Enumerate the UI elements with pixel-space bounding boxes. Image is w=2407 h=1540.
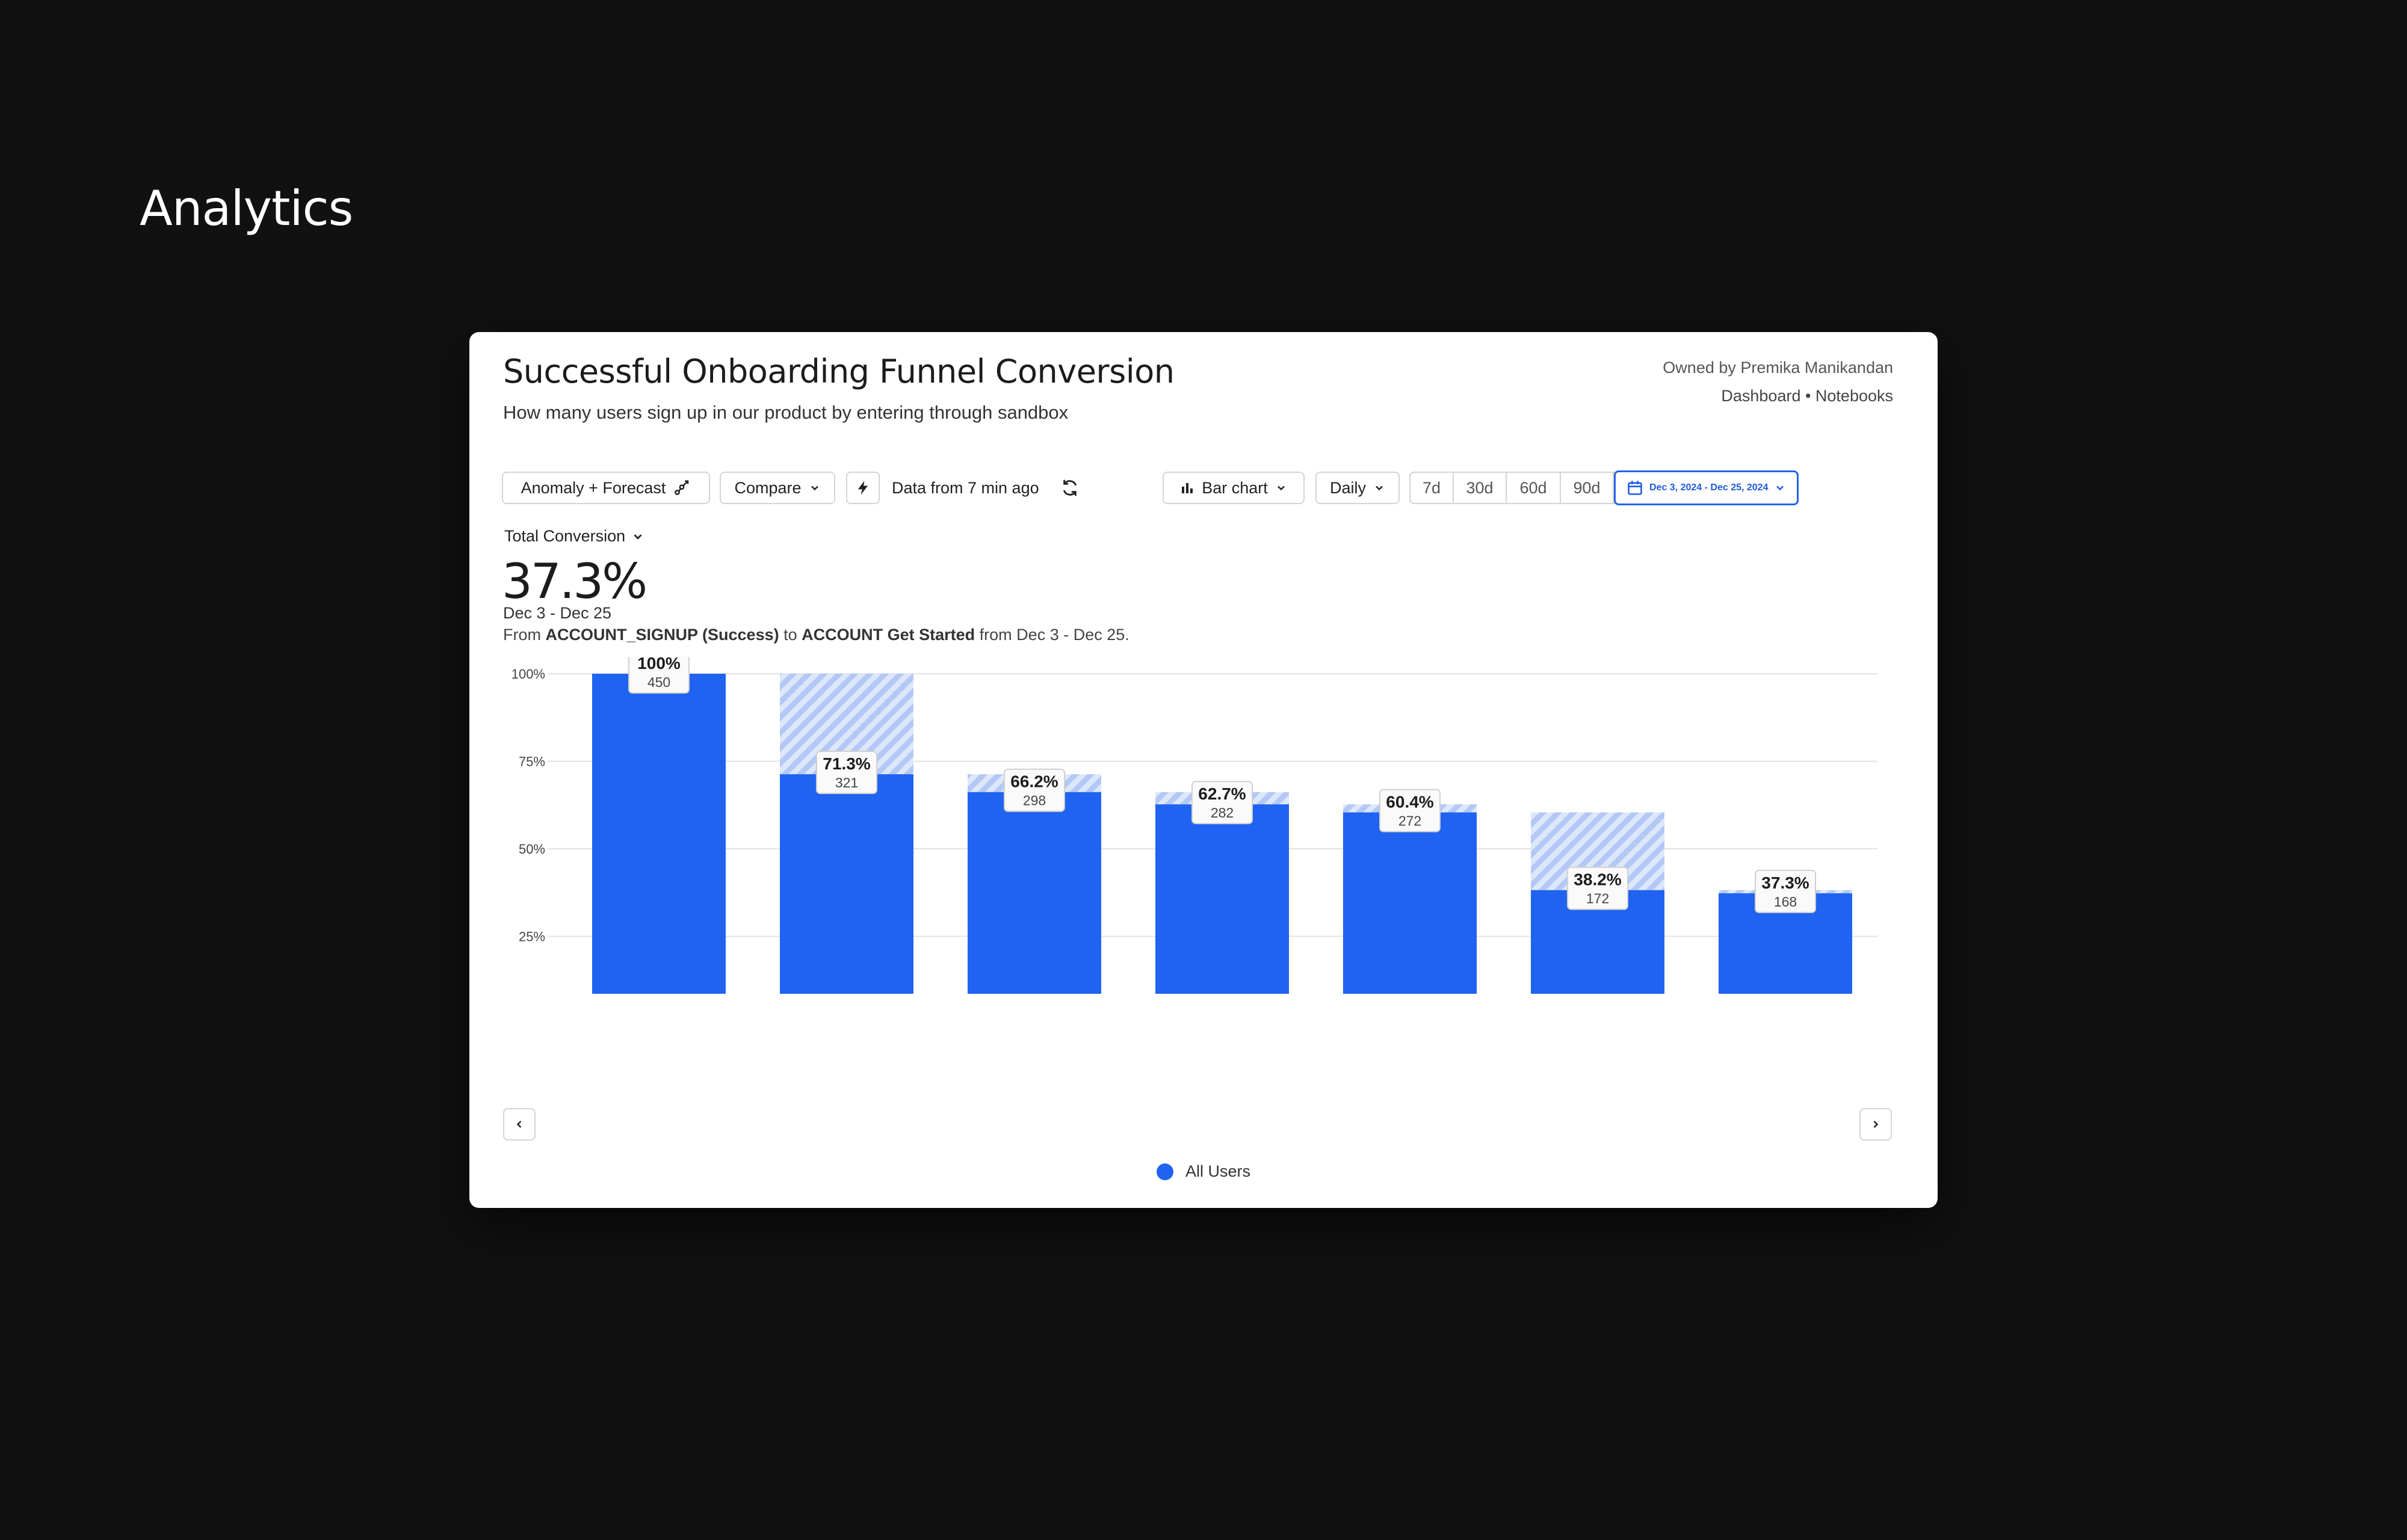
bar-label-box [628,657,690,694]
y-tick-label: 50% [519,842,545,857]
funnel-card: Successful Onboarding Funnel Conversion … [469,332,1938,1208]
conversion-bar [1155,804,1289,994]
bar-count-label: 168 [1774,894,1797,910]
sync-icon [1063,479,1077,496]
owner-info: Owned by Premika Manikandan Dashboard • … [1663,354,1893,410]
metric-selector-label: Total Conversion [504,527,626,545]
bar-label-box [1004,768,1065,812]
description-suffix: from Dec 3 - Dec 25. [975,626,1129,644]
data-freshness-text: Data from 7 min ago [892,478,1039,497]
bar-percent-label: 60.4% [1386,792,1433,811]
page-heading: Analytics [140,180,353,236]
bar-label-box [1379,789,1441,833]
from-prefix: From [503,626,546,644]
date-range-selector: 7d 30d 60d 90d Dec 3, 2024 - Dec 25, 202… [1409,470,1799,505]
to-word: to [779,626,802,644]
bar-count-label: 272 [1398,813,1421,828]
chevron-down-icon [634,534,642,540]
chart-title: Successful Onboarding Funnel Conversion [503,353,1175,390]
bar-label-box [816,751,877,795]
anomaly-forecast-label: Anomaly + Forecast [521,478,666,497]
forecast-icon [675,480,689,495]
bar-percent-label: 100% [637,657,681,673]
owner-text: Owned by Premika Manikandan [1663,359,1893,377]
metric-selector[interactable]: Total Conversion [504,527,644,546]
compare-dropdown[interactable]: Compare [720,472,835,504]
chart-type-label: Bar chart [1202,478,1268,497]
y-tick-label: 75% [519,754,545,769]
bar-count-label: 172 [1586,891,1609,907]
next-page-button[interactable] [1859,1108,1892,1141]
funnel-bar-chart: 0%25%50%75%100%100%450Successful acc...7… [511,657,1877,994]
range-7d[interactable]: 7d [1411,473,1454,503]
prev-page-button[interactable] [503,1108,536,1141]
range-30d[interactable]: 30d [1454,473,1507,503]
legend-dot-all-users [1156,1163,1173,1180]
sync-button[interactable] [1060,472,1080,504]
metric-period: Dec 3 - Dec 25 [503,604,612,622]
conversion-bar [1343,812,1477,994]
bar-percent-label: 38.2% [1574,870,1621,889]
funnel-description: From ACCOUNT_SIGNUP (Success) to ACCOUNT… [503,626,1129,644]
breadcrumb-links[interactable]: Dashboard • Notebooks [1721,387,1893,405]
date-range-label: Dec 3, 2024 - Dec 25, 2024 [1649,482,1769,493]
bar-percent-label: 71.3% [823,754,870,773]
bar-label-box [1567,866,1628,910]
bar-percent-label: 62.7% [1198,784,1246,803]
chevron-down-icon [1776,485,1784,491]
legend-label-all-users[interactable]: All Users [1185,1162,1250,1180]
chevron-right-icon [1873,1121,1879,1128]
bar-label-box [1755,869,1816,913]
bar-label-box [1191,781,1253,825]
anomaly-forecast-button[interactable]: Anomaly + Forecast [502,472,710,504]
from-event: ACCOUNT_SIGNUP (Success) [545,626,779,644]
compare-label: Compare [734,478,802,497]
interval-label: Daily [1329,478,1366,497]
chevron-down-icon [811,485,818,491]
refresh-mode-button[interactable] [846,472,880,504]
chevron-down-icon [1376,485,1383,491]
chart-subtitle: How many users sign up in our product by… [503,402,1069,423]
y-tick-label: 25% [519,929,545,944]
range-90d[interactable]: 90d [1561,473,1614,503]
total-conversion-value: 37.3% [502,553,647,609]
bar-percent-label: 37.3% [1761,873,1809,892]
bar-percent-label: 66.2% [1010,772,1058,791]
conversion-bar [968,792,1101,994]
chart-type-dropdown[interactable]: Bar chart [1163,472,1305,504]
lightning-icon [857,481,868,495]
chevron-down-icon [1277,485,1285,491]
chart-legend: All Users [469,1162,1938,1181]
conversion-bar [780,774,913,994]
conversion-bar [592,674,726,994]
interval-dropdown[interactable]: Daily [1315,472,1400,504]
chevron-left-icon [516,1121,522,1128]
y-tick-label: 100% [511,667,545,682]
bar-count-label: 450 [647,674,670,690]
to-event: ACCOUNT Get Started [802,626,975,644]
custom-date-range-button[interactable]: Dec 3, 2024 - Dec 25, 2024 [1614,470,1799,505]
calendar-icon [1628,481,1642,495]
bar-chart-icon [1182,483,1193,493]
bar-count-label: 282 [1211,805,1234,821]
bar-count-label: 321 [835,775,858,790]
bar-count-label: 298 [1023,793,1046,808]
range-60d[interactable]: 60d [1507,473,1561,503]
